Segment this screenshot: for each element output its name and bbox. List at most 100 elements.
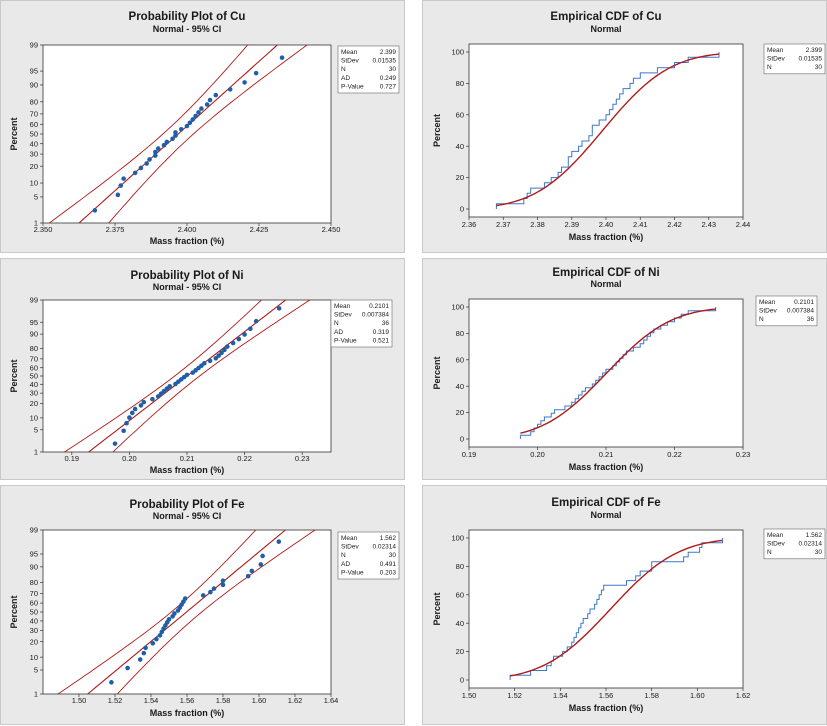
x-tick-label: 1.52 [108,696,123,705]
data-point [184,372,190,378]
data-point [157,633,163,638]
data-point [200,593,206,598]
data-point [141,650,147,656]
y-tick-label: 99 [30,296,38,305]
legend-label: Mean [341,535,358,542]
legend-label: StDev [341,544,359,551]
x-axis-label: Mass fraction (%) [569,703,644,713]
y-tick-label: 20 [456,173,464,182]
y-tick-label: 99 [30,41,38,50]
legend-label: N [341,552,346,559]
x-tick-label: 1.50 [72,696,87,705]
chart-panel-ni-probability: Probability Plot of Ni Normal - 95% CI Mas… [0,258,405,480]
data-point [172,611,177,616]
data-point [227,87,233,92]
data-point [154,636,159,642]
x-tick-label: 0.23 [736,450,751,459]
legend-value: 0.2101 [794,299,814,306]
chart-panel-cu-probability: Probability Plot of Cu Normal - 95% CI Mas… [0,0,405,253]
legend-label: N [341,66,346,73]
y-tick-label: 90 [30,330,38,339]
plot-area [468,529,744,689]
legend-value: 2.399 [380,49,397,56]
data-point [276,306,282,311]
data-point [129,410,135,416]
chart-subtitle: Normal - 95% CI [153,511,222,521]
y-tick-label: 1 [34,448,38,457]
y-tick-label: 40 [456,619,464,628]
y-tick-label: 0 [460,205,464,214]
x-tick-label: 1.64 [324,696,339,705]
legend-value: 0.319 [373,329,390,336]
data-point [230,340,236,346]
y-tick-label: 80 [30,97,38,106]
x-tick-label: 2.42 [667,220,682,229]
y-tick-label: 40 [30,380,38,389]
legend-label: StDev [341,58,359,65]
legend-value: 30 [389,66,397,73]
legend-value: 0.01535 [799,56,823,63]
fitted-normal-cdf-line [509,539,723,677]
data-point [276,539,282,544]
y-tick-label: 95 [30,550,38,559]
data-point [260,553,265,559]
data-point [137,657,143,662]
data-point [219,350,224,356]
x-tick-label: 0.19 [462,450,477,459]
stats-legend-box [763,43,826,75]
data-point [216,353,221,358]
y-tick-label: 80 [30,344,38,353]
legend-value: 36 [382,320,390,327]
data-point [173,130,178,135]
y-tick-label: 5 [34,193,38,202]
legend-label: AD [341,75,350,82]
x-tick-label: 2.425 [250,225,269,234]
x-tick-label: 0.23 [295,454,310,463]
data-point [121,176,126,181]
y-axis-label: Percent [9,359,19,392]
y-tick-label: 5 [34,666,38,675]
x-tick-label: 1.60 [252,696,267,705]
chart-title: Probability Plot of Ni [130,270,243,282]
legend-value: 1.562 [380,535,397,542]
x-tick-label: 2.38 [530,220,545,229]
chart-title: Probability Plot of Cu [129,11,246,23]
x-tick-label: 1.54 [144,696,159,705]
data-point [248,326,253,332]
data-point [225,344,230,349]
data-point [150,396,155,402]
ci-upper-line [108,45,308,223]
data-point [138,165,144,171]
x-tick-label: 2.36 [462,220,477,229]
ci-upper-line [112,300,311,452]
data-point [124,420,129,426]
data-point [208,589,213,595]
fitted-line [78,45,279,223]
data-point [182,596,188,601]
legend-value: 36 [807,316,815,323]
y-tick-label: 60 [456,355,464,364]
x-tick-label: 2.450 [322,225,341,234]
x-tick-label: 2.40 [599,220,614,229]
fitted-normal-cdf-line [496,53,720,207]
stats-legend-box [755,295,818,327]
x-axis-label: Mass fraction (%) [569,232,644,242]
y-tick-label: 70 [30,589,38,598]
y-tick-label: 10 [30,413,38,422]
data-point [213,92,219,98]
data-point [132,406,138,412]
fitted-normal-cdf-line [520,308,716,434]
data-point [170,136,175,142]
y-axis-label: Percent [432,114,442,147]
data-point [115,192,121,198]
x-tick-label: 2.375 [106,225,125,234]
y-axis-label: Percent [9,595,19,628]
data-point [213,355,219,361]
data-point [153,153,158,158]
legend-label: N [767,64,772,71]
fitted-line [86,530,287,694]
y-tick-label: 95 [30,67,38,76]
legend-label: P-Value [341,83,364,90]
